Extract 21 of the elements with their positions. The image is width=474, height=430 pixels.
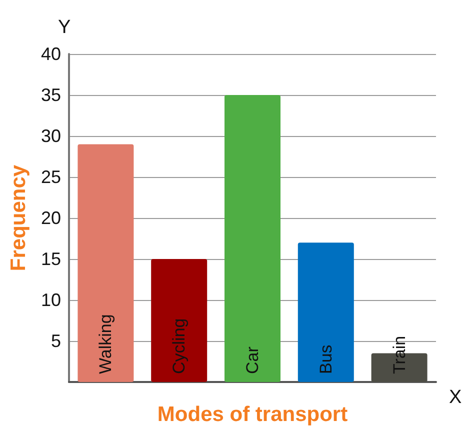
y-axis-title: Frequency <box>7 164 30 272</box>
text: X <box>449 387 462 408</box>
bar <box>151 259 208 382</box>
bar <box>224 95 280 382</box>
text: Y <box>58 17 71 38</box>
y-tick-label: 30 <box>40 126 61 146</box>
y-tick-label: 40 <box>40 44 61 64</box>
x-axis-title: Modes of transport <box>157 403 348 426</box>
x-tick-label: Bus <box>316 344 336 374</box>
x-tick-label: Walking <box>96 314 116 374</box>
x-tick-label: Cycling <box>170 318 189 374</box>
x-tick-label: Train <box>390 336 409 374</box>
y-tick-label: 10 <box>40 290 61 310</box>
y-tick-label: 5 <box>50 331 61 351</box>
y-tick-label: 20 <box>40 208 61 228</box>
y-tick-label: 25 <box>40 167 61 187</box>
y-tick-label: 35 <box>40 85 61 105</box>
y-tick-label: 15 <box>40 249 61 269</box>
bar <box>298 242 354 382</box>
x-tick-label: Car <box>243 346 262 374</box>
bar <box>78 144 134 382</box>
